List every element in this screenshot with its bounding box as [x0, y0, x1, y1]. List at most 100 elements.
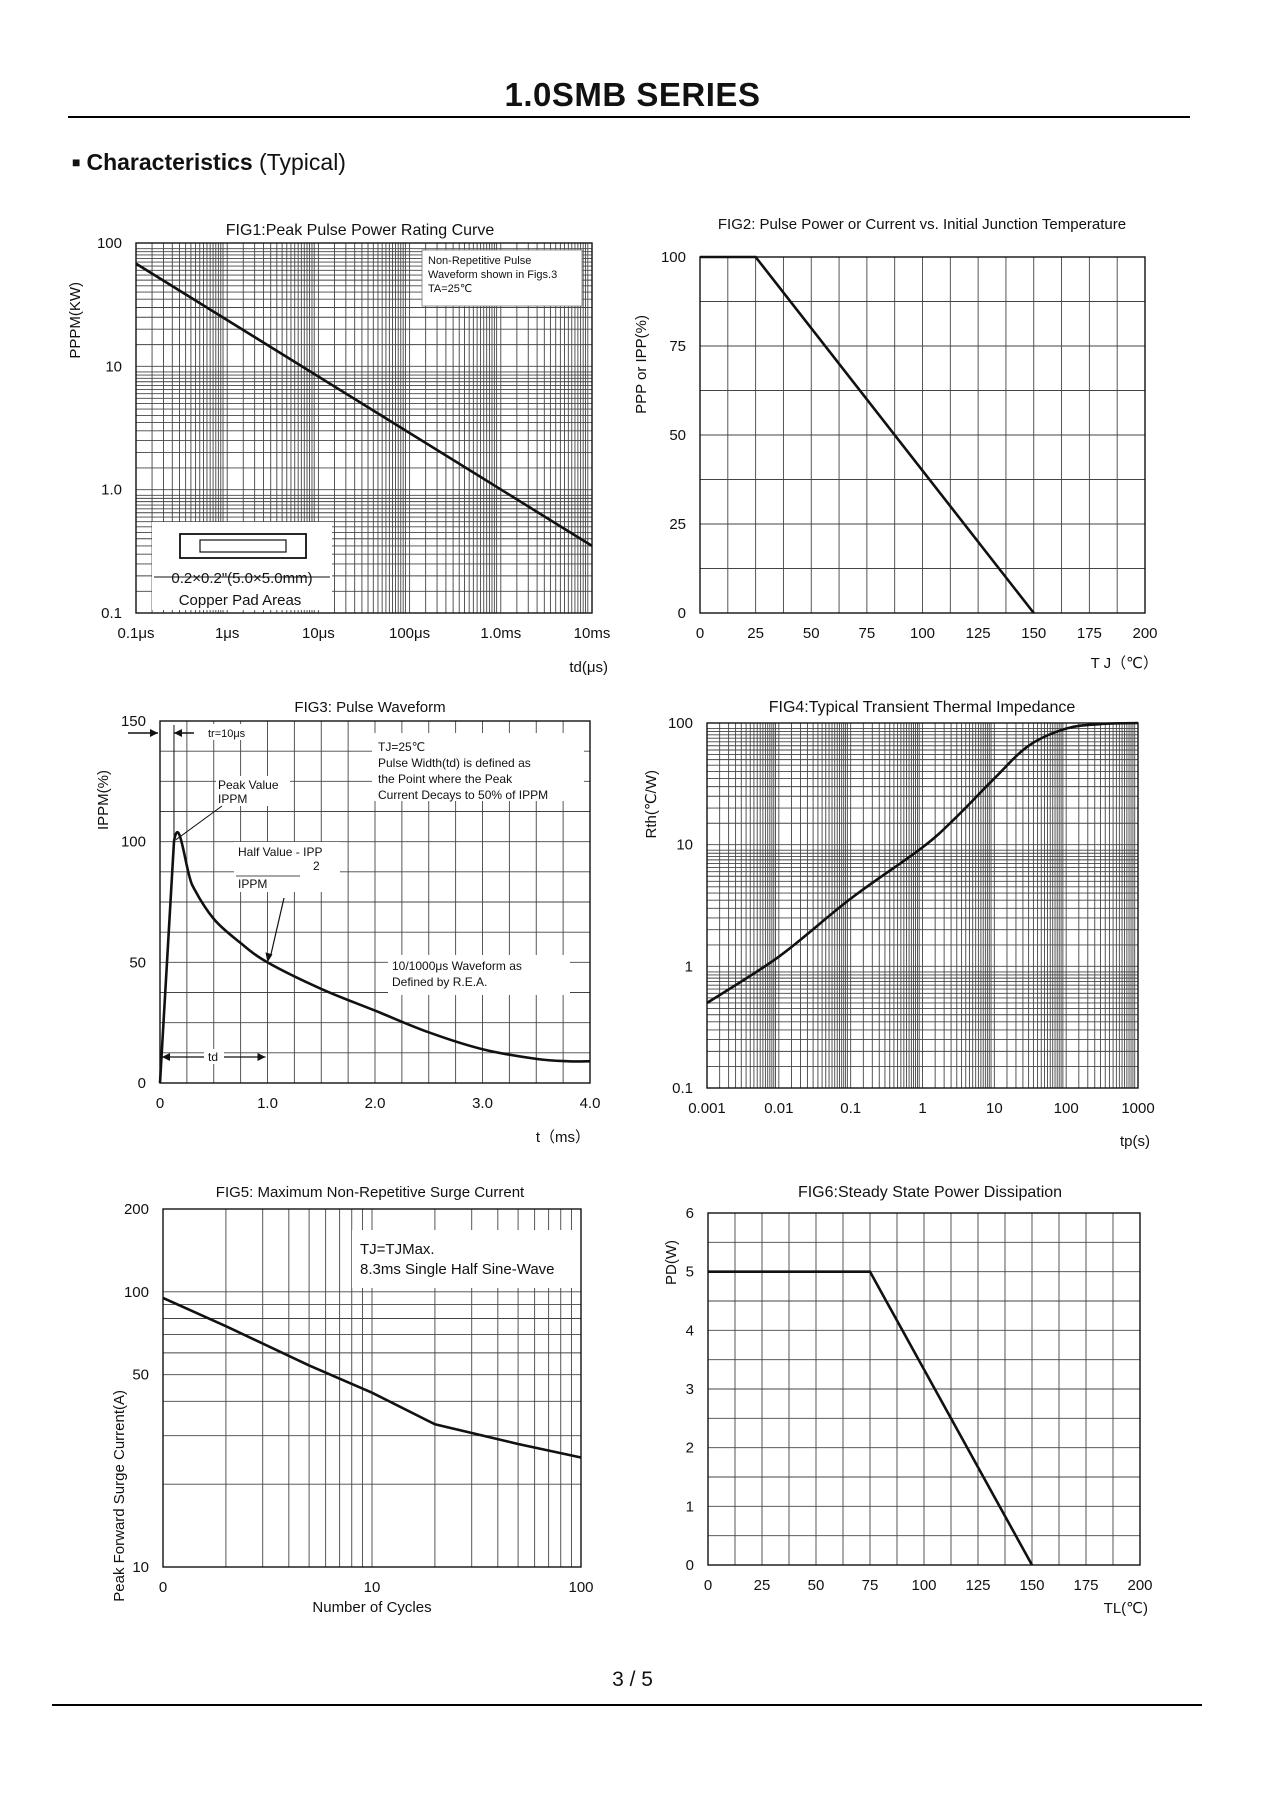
y-tick-label: 0	[138, 1075, 146, 1092]
plot-frame	[706, 722, 1139, 1089]
tr-arrowhead	[150, 729, 158, 737]
pad-icon-inner	[199, 539, 287, 553]
y-tick-label: 50	[132, 1367, 149, 1384]
half-label-denom: IPPM	[238, 877, 267, 891]
plot-frame	[135, 242, 593, 614]
x-tick-label: 100	[568, 1579, 593, 1596]
y-tick-label: 0.1	[101, 605, 122, 622]
chart-fig6: FIG6:Steady State Power Dissipation PD(W)…	[663, 1184, 1153, 1617]
x-tick-label: 200	[1132, 625, 1157, 642]
x-tick-label: 1.0	[257, 1095, 278, 1112]
x-tick-label: 10μs	[302, 625, 335, 642]
cond-box	[372, 733, 584, 801]
peak-label: Peak Value	[218, 778, 279, 792]
x-tick-label: 50	[803, 625, 820, 642]
y-tick-label: 75	[669, 338, 686, 355]
td-arrowhead	[257, 1053, 266, 1061]
x-tick-label: 100	[1054, 1100, 1079, 1117]
x-tick-label: 0	[704, 1577, 712, 1594]
x-tick-label: 100	[910, 625, 935, 642]
y-tick-label: 0	[678, 605, 686, 622]
label-backdrop	[216, 776, 290, 806]
y-axis-label: PPP or IPP(%)	[633, 315, 650, 414]
plot-frame	[699, 256, 1146, 614]
x-tick-label: 10	[986, 1100, 1003, 1117]
x-tick-label: 125	[965, 1577, 990, 1594]
y-tick-label: 0	[686, 1557, 694, 1574]
x-tick-label: 75	[862, 1577, 879, 1594]
y-axis-label: PD(W)	[663, 1240, 680, 1285]
peak-leader	[175, 805, 223, 841]
y-tick-label: 100	[121, 834, 146, 851]
chart-title: FIG5: Maximum Non-Repetitive Surge Curre…	[216, 1184, 525, 1201]
y-tick-label: 100	[124, 1284, 149, 1301]
x-tick-label: 2.0	[365, 1095, 386, 1112]
note-box	[421, 249, 583, 307]
chart-title: FIG2: Pulse Power or Current vs. Initial…	[718, 216, 1126, 233]
label-backdrop	[204, 1049, 224, 1064]
x-tick-label: 10ms	[574, 625, 611, 642]
y-tick-label: 0.1	[672, 1080, 693, 1097]
x-axis-label: T J（℃）	[1091, 655, 1158, 672]
chart-fig2: FIG2: Pulse Power or Current vs. Initial…	[633, 216, 1158, 672]
y-tick-label: 10	[105, 358, 122, 375]
pad-area-label: Copper Pad Areas	[179, 592, 302, 609]
x-axis-label: TL(℃)	[1104, 1600, 1148, 1617]
y-tick-label: 3	[686, 1381, 694, 1398]
footer-rule	[52, 1704, 1202, 1706]
chart-title: FIG6:Steady State Power Dissipation	[798, 1184, 1062, 1201]
y-tick-label: 1	[685, 958, 693, 975]
x-tick-label: 25	[754, 1577, 771, 1594]
y-tick-label: 10	[132, 1559, 149, 1576]
half-label-sub: 2	[313, 859, 320, 873]
x-tick-label: 0.001	[688, 1100, 726, 1117]
page-title: 1.0SMB SERIES	[504, 76, 761, 113]
plot-frame	[162, 1208, 582, 1568]
y-axis-label: PPPM(KW)	[67, 282, 84, 359]
x-tick-label: 175	[1077, 625, 1102, 642]
note-text: TJ=TJMax.	[360, 1241, 435, 1258]
grid-fig4	[706, 722, 1139, 1089]
x-axis-label: td(μs)	[569, 659, 608, 676]
y-tick-label: 4	[686, 1322, 694, 1339]
x-tick-label: 1.0ms	[480, 625, 521, 642]
chart-fig1: FIG1:Peak Pulse Power Rating Curve PPPM(K…	[67, 222, 610, 676]
series-line	[162, 1296, 582, 1459]
series-line	[700, 255, 1035, 614]
x-tick-label: 150	[1019, 1577, 1044, 1594]
x-tick-label: 4.0	[580, 1095, 601, 1112]
y-tick-label: 50	[669, 427, 686, 444]
y-axis-label: Rth(℃/W)	[643, 770, 660, 839]
x-tick-label: 175	[1073, 1577, 1098, 1594]
note-text: Non-Repetitive Pulse	[428, 255, 531, 267]
chart-title: FIG4:Typical Transient Thermal Impedance	[769, 699, 1076, 716]
chart-title: FIG3: Pulse Waveform	[294, 699, 445, 716]
series-line	[706, 721, 1139, 1005]
section-heading-bold: Characteristics	[86, 149, 253, 175]
x-tick-label: 75	[859, 625, 876, 642]
tr-label: tr=10μs	[208, 728, 246, 740]
x-tick-label: 1000	[1121, 1100, 1154, 1117]
y-axis-label: IPPM(%)	[95, 770, 112, 830]
page-number: 3 / 5	[612, 1668, 653, 1691]
condition-text: TJ=25℃	[378, 740, 425, 754]
label-backdrop	[205, 724, 266, 740]
half-arrowhead	[265, 952, 273, 963]
tr-arrowhead	[173, 729, 182, 737]
x-tick-label: 100	[911, 1577, 936, 1594]
x-tick-label: 150	[1021, 625, 1046, 642]
y-tick-label: 2	[686, 1440, 694, 1457]
series-line	[135, 262, 593, 548]
x-tick-label: 25	[747, 625, 764, 642]
chart-fig3: FIG3: Pulse Waveform IPPM(%) t（ms） 0 1.0 2.0 3…	[95, 699, 600, 1146]
y-tick-label: 25	[669, 516, 686, 533]
x-tick-label: 1	[918, 1100, 926, 1117]
x-tick-label: 0.1	[840, 1100, 861, 1117]
x-tick-label: 1μs	[215, 625, 240, 642]
y-tick-label: 5	[686, 1264, 694, 1281]
series-line	[158, 831, 591, 1084]
y-tick-label: 100	[97, 235, 122, 252]
section-bullet: ■	[72, 154, 81, 170]
half-label: Half Value - IPP	[238, 845, 322, 859]
